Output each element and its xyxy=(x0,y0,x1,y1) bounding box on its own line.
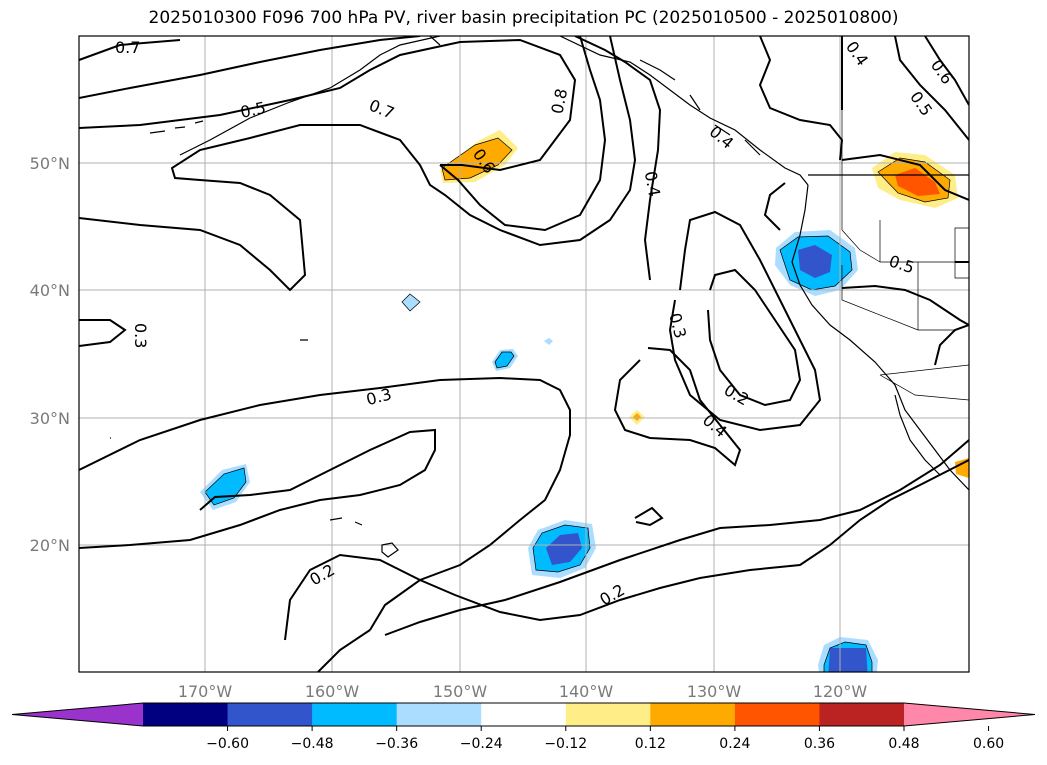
colorbar-segment xyxy=(734,703,820,726)
precip-blob-positive xyxy=(633,413,641,421)
contour-label: 0.3 xyxy=(131,323,150,348)
colorbar-tick-label: −0.60 xyxy=(206,736,249,752)
contour-label: 0.5 xyxy=(239,98,268,122)
colorbar-segment xyxy=(819,703,905,726)
colorbar-segment xyxy=(143,703,229,726)
colorbar-segment xyxy=(396,703,482,726)
colorbar-segment xyxy=(481,703,567,726)
map-frame xyxy=(78,35,970,673)
lon-label-160w: 160°W xyxy=(305,682,360,701)
colorbar-segment xyxy=(565,703,651,726)
lat-label-50n: 50°N xyxy=(30,154,70,173)
colorbar-tick-label: 0.48 xyxy=(888,736,919,752)
precip-blob-negative xyxy=(205,468,246,505)
colorbar-segment xyxy=(227,703,313,726)
precip-blob-negative xyxy=(828,648,868,672)
contour-label: 0.4 xyxy=(641,170,664,198)
precip-blob-negative xyxy=(798,245,832,278)
precip-blob-negative xyxy=(495,352,514,368)
pv-contours xyxy=(79,36,969,672)
precip-blob-positive xyxy=(955,458,969,478)
colorbar-tick-label: 0.12 xyxy=(635,736,666,752)
graticule xyxy=(79,36,969,672)
contour-label: 0.8 xyxy=(547,87,571,116)
map-background xyxy=(79,36,969,672)
lon-label-140w: 140°W xyxy=(559,682,614,701)
colorbar-tick-label: 0.24 xyxy=(719,736,750,752)
colorbar-tick-label: −0.24 xyxy=(460,736,503,752)
colorbar-outline xyxy=(11,702,1036,727)
colorbar: −0.60 −0.48 −0.36 −0.24 −0.12 0.12 0.24 0.36 0.4… xyxy=(11,702,1036,752)
lat-label-20n: 20°N xyxy=(30,536,70,555)
colorbar-tick-label: −0.12 xyxy=(544,736,587,752)
precip-blob-negative xyxy=(546,533,582,565)
lon-label-170w: 170°W xyxy=(178,682,233,701)
lon-label-120w: 120°W xyxy=(813,682,868,701)
lat-label-30n: 30°N xyxy=(30,409,70,428)
lon-label-150w: 150°W xyxy=(433,682,488,701)
colorbar-segment xyxy=(312,703,398,726)
map-title: 2025010300 F096 700 hPa PV, river basin … xyxy=(148,8,899,28)
lon-label-130w: 130°W xyxy=(687,682,742,701)
coastlines xyxy=(110,36,969,558)
colorbar-tick-label: −0.48 xyxy=(291,736,334,752)
colorbar-tick-label: 0.60 xyxy=(973,736,1004,752)
precip-outlines xyxy=(204,137,951,672)
contour-label: 0.7 xyxy=(115,38,140,57)
precip-blob-negative xyxy=(544,338,553,345)
lat-label-40n: 40°N xyxy=(30,281,70,300)
colorbar-tick-label: 0.36 xyxy=(804,736,835,752)
colorbar-tick-label: −0.36 xyxy=(375,736,418,752)
colorbar-segment xyxy=(650,703,736,726)
longitude-labels: 170°W 160°W 150°W 140°W 130°W 120°W xyxy=(178,682,868,701)
colorbar-extend-low xyxy=(12,703,143,726)
latitude-labels: 50°N 40°N 30°N 20°N xyxy=(30,154,70,555)
colorbar-extend-high xyxy=(904,703,1035,726)
